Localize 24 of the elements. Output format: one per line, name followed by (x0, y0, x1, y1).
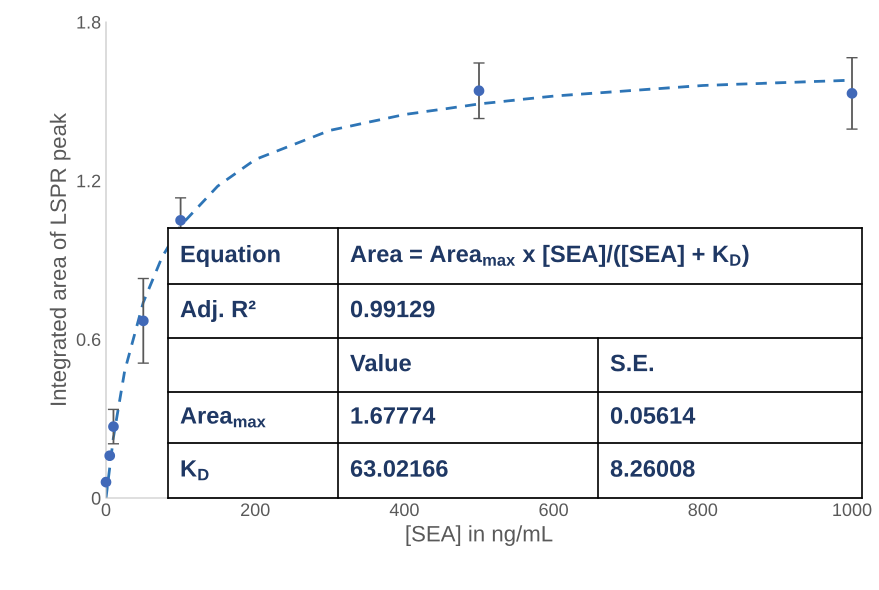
y-tick-label: 1.8 (77, 16, 100, 29)
annotation: 0.05614 (610, 407, 696, 424)
annotation: Area$_{max}$ (180, 407, 266, 428)
annotation: 1.67774 (351, 407, 436, 424)
annotation: K$_{D}$ (182, 460, 209, 480)
x-tick-label: 600 (539, 503, 568, 516)
y-tick-label: 0.6 (76, 333, 100, 346)
x-tick-label: 0 (102, 503, 110, 516)
annotation: 0.99129 (350, 300, 434, 318)
x-axis-title: [SEA] in ng/mL (406, 525, 552, 546)
y-axis-title: Integrated area of LSPR peak (50, 112, 70, 405)
x-tick-label: 400 (390, 503, 419, 516)
annotation: Area = Area$_{max}$ x [SEA]/([SEA] + K$_{D}$) (350, 244, 748, 267)
y-tick-label: 0 (92, 492, 100, 505)
annotation: Equation (182, 244, 280, 268)
annotation: 8.26008 (610, 460, 695, 477)
annotation: S.E. (610, 354, 653, 372)
x-tick-label: 1000 (833, 503, 872, 516)
x-tick-label: 800 (688, 503, 718, 516)
y-tick-label: 1.2 (77, 174, 100, 188)
x-tick-label: 200 (241, 503, 270, 516)
annotation: Value (350, 354, 411, 372)
annotation: Adj. R² (180, 300, 256, 322)
annotation: 63.02166 (350, 460, 448, 477)
